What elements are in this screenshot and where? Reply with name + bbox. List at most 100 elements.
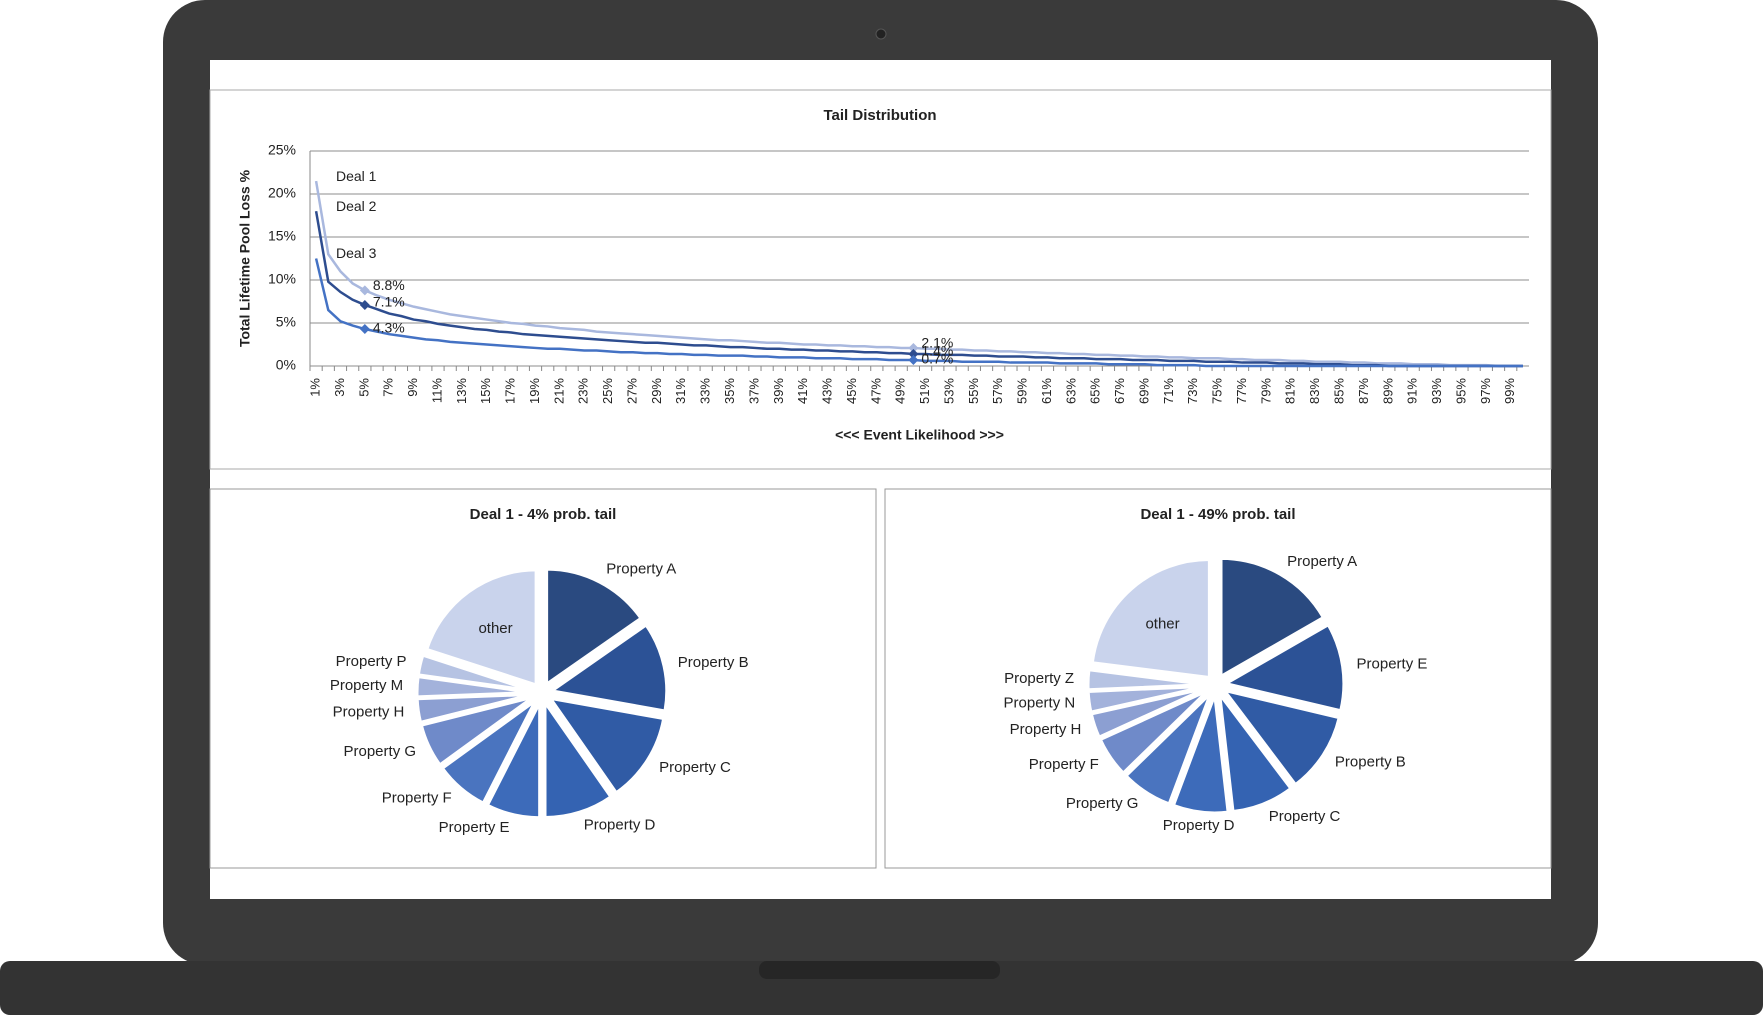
laptop-notch (759, 961, 1000, 979)
pie-label: Property C (659, 759, 731, 776)
pie-slice (1219, 556, 1326, 679)
x-tick-label: 69% (1136, 378, 1151, 404)
pie-slice (1086, 668, 1207, 692)
pie-slice (1220, 688, 1342, 787)
pie-slice (419, 695, 534, 767)
series-label: Deal 2 (336, 198, 377, 214)
series-line (314, 258, 1523, 368)
y-tick-label: 10% (268, 271, 296, 287)
pie-slice (416, 653, 533, 693)
y-tick-label: 15% (268, 228, 296, 244)
series-line (314, 210, 1523, 368)
series-label: Deal 1 (336, 168, 377, 184)
pie-slice (415, 692, 533, 725)
x-tick-label: 63% (1063, 378, 1078, 404)
screen (210, 60, 1551, 899)
pie-label: Property H (333, 704, 405, 721)
x-tick-label: 71% (1161, 378, 1176, 404)
pie-label: Property B (678, 654, 749, 671)
pie-slice (424, 568, 538, 687)
x-tick-label: 39% (771, 378, 786, 404)
data-marker (359, 285, 370, 296)
x-tick-label: 61% (1039, 378, 1054, 404)
x-tick-label: 47% (868, 378, 883, 404)
chart-title: Deal 1 - 49% prob. tail (1140, 506, 1295, 523)
pie-label: Property H (1010, 721, 1082, 738)
y-tick-label: 20% (268, 185, 296, 201)
pie-slice (547, 696, 666, 795)
pie-slice (1086, 684, 1207, 714)
x-tick-label: 45% (844, 378, 859, 404)
x-tick-label: 19% (527, 378, 542, 404)
x-tick-label: 15% (478, 378, 493, 404)
data-label: 8.8% (373, 277, 405, 293)
x-tick-label: 5% (356, 378, 371, 397)
pie-label: Property F (382, 790, 452, 807)
pie-slice (415, 674, 533, 699)
x-tick-label: 17% (503, 378, 518, 404)
x-tick-label: 85% (1331, 378, 1346, 404)
pie-label: other (1145, 615, 1179, 632)
pie-label: Property E (1357, 656, 1428, 673)
x-tick-label: 27% (624, 378, 639, 404)
data-marker (359, 299, 370, 310)
x-tick-label: 95% (1453, 378, 1468, 404)
pie-slice (1089, 686, 1208, 740)
data-label: 1.4% (921, 343, 953, 359)
x-tick-label: 41% (795, 378, 810, 404)
pie-panel (884, 488, 1552, 869)
x-tick-label: 55% (966, 378, 981, 404)
pie-slice (1221, 622, 1346, 713)
x-tick-label: 81% (1283, 378, 1298, 404)
pie-label: Property G (344, 743, 417, 760)
pie-label: Property Z (1004, 670, 1074, 687)
x-tick-label: 67% (1112, 378, 1127, 404)
x-tick-label: 25% (600, 378, 615, 404)
data-label: 7.1% (373, 294, 405, 310)
chart-title: Deal 1 - 4% prob. tail (470, 506, 617, 523)
data-marker (908, 354, 919, 365)
data-label: 4.3% (373, 320, 405, 336)
pie-slice (545, 567, 644, 688)
x-tick-label: 33% (698, 378, 713, 404)
pie-label: Property A (606, 561, 676, 578)
x-tick-label: 1% (308, 378, 323, 397)
data-marker (908, 348, 919, 359)
x-tick-label: 93% (1429, 378, 1444, 404)
y-tick-label: 25% (268, 142, 296, 158)
pie-slice (1123, 692, 1212, 806)
x-tick-label: 83% (1307, 378, 1322, 404)
pie-slice (1090, 557, 1211, 680)
x-tick-label: 79% (1258, 378, 1273, 404)
pie-slice (543, 697, 613, 820)
pie-label: Property P (336, 653, 407, 670)
y-axis-title: Total Lifetime Pool Loss % (237, 169, 253, 347)
x-tick-label: 35% (722, 378, 737, 404)
chart-title: Tail Distribution (823, 107, 936, 124)
x-tick-label: 87% (1356, 378, 1371, 404)
pie-label: Property F (1029, 756, 1099, 773)
pie-label: Property M (330, 677, 403, 694)
pie-slice (1098, 689, 1209, 776)
x-tick-label: 91% (1405, 378, 1420, 404)
camera (875, 28, 887, 40)
data-label: 2.1% (921, 335, 953, 351)
x-tick-label: 9% (405, 378, 420, 397)
data-label: 0.7% (921, 351, 953, 367)
pie-label: Property G (1066, 795, 1139, 812)
pie-label: Property N (1004, 695, 1076, 712)
pie-panel (209, 488, 877, 869)
x-tick-label: 49% (893, 378, 908, 404)
pie-label: Property D (1163, 817, 1235, 834)
pie-slice (547, 622, 669, 713)
x-tick-label: 65% (1088, 378, 1103, 404)
x-tick-label: 51% (917, 378, 932, 404)
x-tick-label: 7% (381, 378, 396, 397)
pie-label: Property E (439, 819, 510, 836)
x-tick-label: 29% (649, 378, 664, 404)
line-panel (209, 89, 1552, 470)
pie-slice (485, 702, 542, 820)
x-tick-label: 37% (746, 378, 761, 404)
